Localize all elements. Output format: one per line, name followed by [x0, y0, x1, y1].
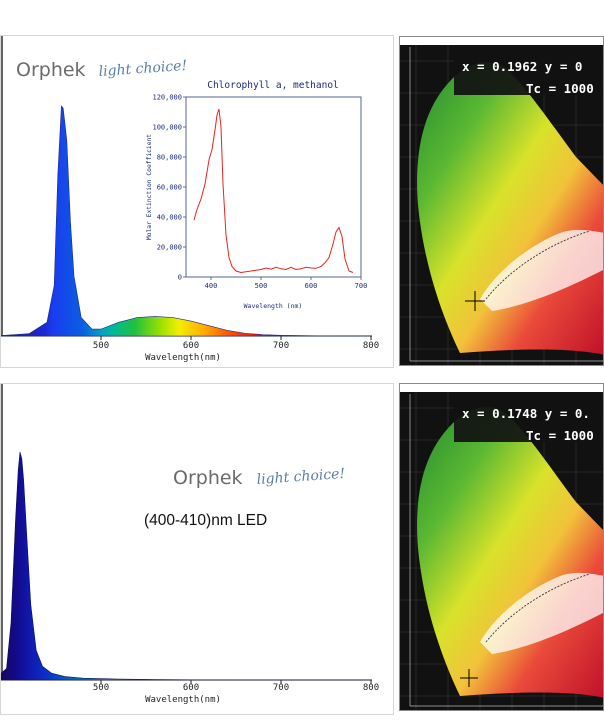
spectrum-chart-top: 380500600700800 Wavelength(nm) Orphek li… — [0, 36, 379, 363]
inset-y-tick-label: 80,000 — [157, 154, 182, 162]
brand-name-bottom: Orphek — [173, 467, 243, 489]
inset-y-tick-label: 120,000 — [152, 94, 182, 102]
x-tick-label: 500 — [93, 683, 109, 693]
brand-name-top: Orphek — [16, 59, 86, 81]
spectrum-panel-bottom: 380500600700800 Wavelength(nm) Orphek li… — [0, 383, 394, 715]
inset-y-tick-label: 20,000 — [157, 244, 182, 252]
inset-x-axis-label: Wavelength (nm) — [244, 302, 303, 310]
inset-title: Chlorophyll a, methanol — [207, 80, 339, 91]
x-axis-label-bottom: Wavelength(nm) — [145, 695, 221, 705]
inset-y-tick-label: 100,000 — [152, 124, 182, 132]
x-tick-label: 500 — [93, 341, 109, 351]
x-tick-label: 800 — [363, 683, 379, 693]
inset-y-tick-label: 40,000 — [157, 214, 182, 222]
inset-x-tick-label: 700 — [355, 282, 368, 290]
inset-y-tick-label: 0 — [178, 274, 182, 282]
inset-y-tick-label: 60,000 — [157, 184, 182, 192]
color-temp-readout-top: Tc = 1000 — [526, 81, 594, 96]
cie-diagram-top: x = 0.1962 y = 0 Tc = 1000 — [399, 36, 604, 366]
slogan-bottom: light choice! — [256, 466, 345, 488]
color-temp-readout-bottom: Tc = 1000 — [526, 428, 594, 443]
chlorophyll-absorption-line — [193, 108, 354, 274]
spectrum-area-top — [0, 105, 372, 337]
spectrum-area-bottom — [0, 451, 371, 681]
chlorophyll-inset: Chlorophyll a, methanol Molar Extinction… — [146, 80, 367, 310]
led-range-label: (400-410)nm LED — [144, 512, 267, 529]
chromaticity-readout-bottom: x = 0.1748 y = 0. — [462, 406, 590, 421]
inset-x-tick-label: 500 — [255, 282, 268, 290]
inset-x-tick-label: 400 — [205, 282, 218, 290]
inset-y-axis-label: Molar Extinction Coefficient — [146, 134, 153, 240]
inset-x-tick-label: 600 — [305, 282, 318, 290]
slogan-top: light choice! — [98, 58, 187, 80]
chromaticity-point-top — [465, 291, 485, 311]
x-tick-label: 800 — [363, 341, 379, 351]
x-tick-label: 600 — [183, 683, 199, 693]
cie-diagram-bottom: x = 0.1748 y = 0. Tc = 1000 — [399, 383, 604, 711]
x-tick-label: 600 — [183, 341, 199, 351]
chromaticity-readout-top: x = 0.1962 y = 0 — [462, 59, 582, 74]
spectrum-chart-bottom: 380500600700800 Wavelength(nm) Orphek li… — [0, 384, 379, 705]
x-tick-label: 700 — [273, 341, 289, 351]
chromaticity-point-bottom — [460, 669, 478, 687]
x-axis-label-top: Wavelength(nm) — [145, 353, 221, 363]
spectrum-panel-top: 380500600700800 Wavelength(nm) Orphek li… — [0, 35, 394, 368]
x-tick-label: 700 — [273, 683, 289, 693]
